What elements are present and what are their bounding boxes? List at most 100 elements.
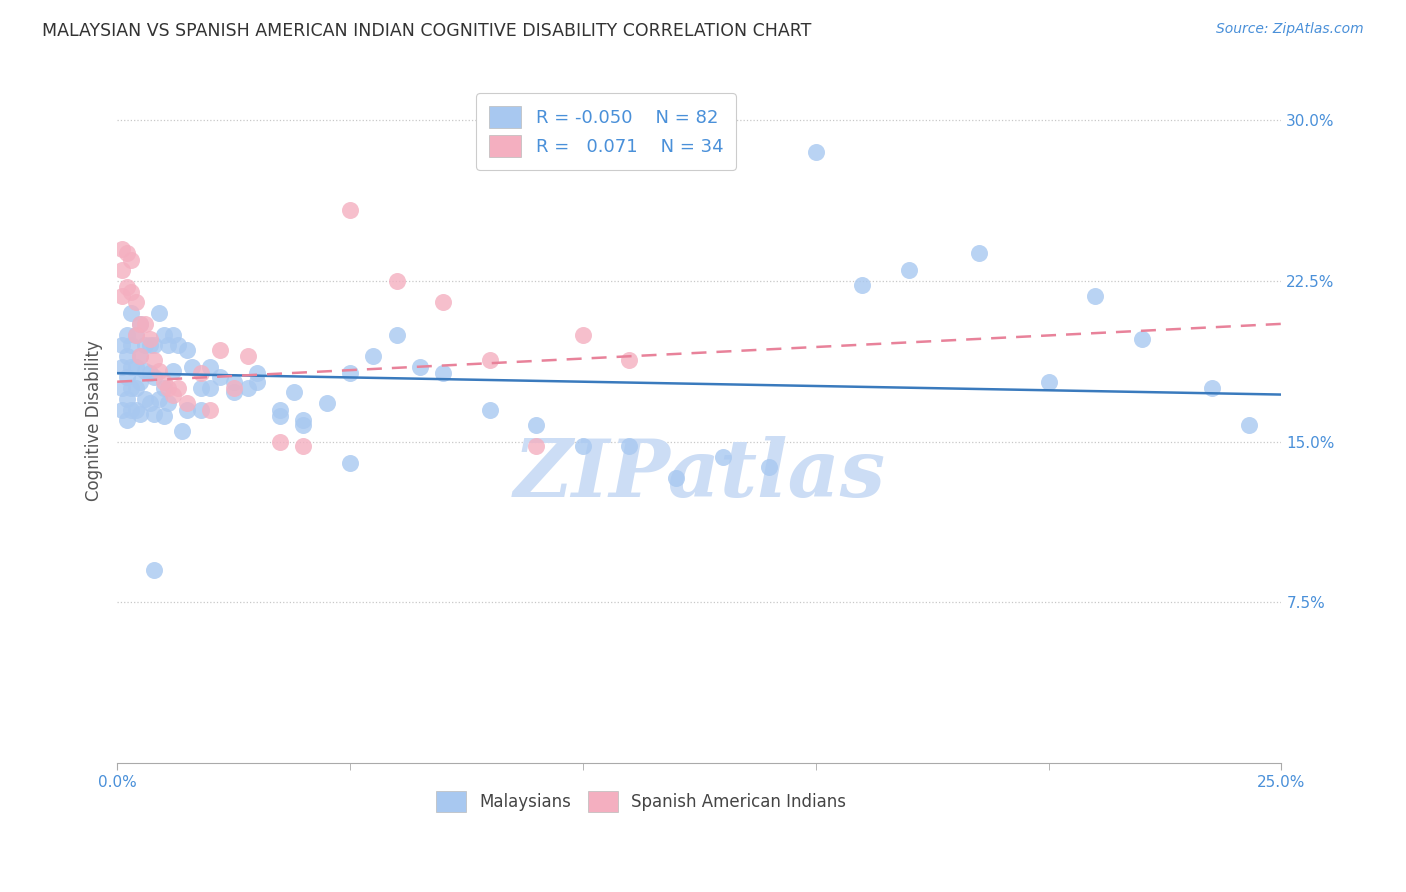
Point — [148, 364, 170, 378]
Point — [162, 364, 184, 378]
Point — [409, 359, 432, 374]
Point — [172, 424, 194, 438]
Point — [125, 327, 148, 342]
Point — [246, 375, 269, 389]
Point — [157, 338, 180, 352]
Point — [162, 327, 184, 342]
Point — [111, 381, 134, 395]
Point — [139, 366, 162, 380]
Point — [385, 327, 408, 342]
Point — [129, 349, 152, 363]
Point — [152, 327, 174, 342]
Point — [1130, 332, 1153, 346]
Point — [120, 359, 142, 374]
Point — [134, 392, 156, 406]
Point — [208, 370, 231, 384]
Point — [572, 439, 595, 453]
Point — [200, 359, 222, 374]
Point — [111, 359, 134, 374]
Point — [111, 263, 134, 277]
Point — [125, 359, 148, 374]
Point — [478, 353, 501, 368]
Point — [162, 387, 184, 401]
Point — [143, 338, 166, 352]
Point — [134, 338, 156, 352]
Point — [967, 246, 990, 260]
Point — [1201, 381, 1223, 395]
Point — [139, 338, 162, 352]
Point — [1237, 417, 1260, 432]
Point — [804, 145, 827, 160]
Point — [120, 285, 142, 299]
Text: Source: ZipAtlas.com: Source: ZipAtlas.com — [1216, 22, 1364, 37]
Point — [157, 381, 180, 395]
Point — [176, 343, 198, 357]
Point — [269, 402, 291, 417]
Point — [283, 385, 305, 400]
Point — [148, 392, 170, 406]
Point — [222, 381, 245, 395]
Point — [125, 381, 148, 395]
Point — [269, 434, 291, 449]
Point — [152, 375, 174, 389]
Point — [129, 317, 152, 331]
Point — [115, 246, 138, 260]
Point — [363, 349, 385, 363]
Point — [111, 338, 134, 352]
Y-axis label: Cognitive Disability: Cognitive Disability — [86, 340, 103, 500]
Point — [176, 402, 198, 417]
Point — [115, 327, 138, 342]
Point — [190, 381, 212, 395]
Point — [897, 263, 920, 277]
Point — [292, 439, 315, 453]
Point — [339, 456, 361, 470]
Point — [619, 353, 641, 368]
Point — [120, 252, 142, 267]
Point — [139, 332, 162, 346]
Point — [166, 381, 188, 395]
Point — [200, 381, 222, 395]
Point — [180, 359, 202, 374]
Point — [115, 349, 138, 363]
Text: ZIPatlas: ZIPatlas — [513, 436, 886, 514]
Point — [572, 327, 595, 342]
Point — [222, 385, 245, 400]
Point — [851, 278, 873, 293]
Point — [125, 295, 148, 310]
Point — [339, 203, 361, 218]
Point — [176, 396, 198, 410]
Point — [115, 413, 138, 427]
Point — [143, 407, 166, 421]
Point — [120, 306, 142, 320]
Point — [269, 409, 291, 423]
Point — [524, 439, 547, 453]
Point — [129, 349, 152, 363]
Point — [143, 353, 166, 368]
Point — [143, 563, 166, 577]
Point — [711, 450, 734, 464]
Point — [385, 274, 408, 288]
Point — [129, 317, 152, 331]
Point — [129, 375, 152, 389]
Point — [1084, 289, 1107, 303]
Point — [222, 375, 245, 389]
Point — [339, 366, 361, 380]
Point — [125, 402, 148, 417]
Point — [129, 407, 152, 421]
Text: MALAYSIAN VS SPANISH AMERICAN INDIAN COGNITIVE DISABILITY CORRELATION CHART: MALAYSIAN VS SPANISH AMERICAN INDIAN COG… — [42, 22, 811, 40]
Point — [292, 413, 315, 427]
Point — [111, 402, 134, 417]
Point — [143, 370, 166, 384]
Point — [432, 295, 454, 310]
Point — [115, 392, 138, 406]
Point — [208, 343, 231, 357]
Point — [292, 417, 315, 432]
Point — [190, 402, 212, 417]
Point — [111, 289, 134, 303]
Point — [236, 381, 259, 395]
Point — [315, 396, 337, 410]
Point — [524, 417, 547, 432]
Point — [432, 366, 454, 380]
Point — [200, 402, 222, 417]
Point — [115, 370, 138, 384]
